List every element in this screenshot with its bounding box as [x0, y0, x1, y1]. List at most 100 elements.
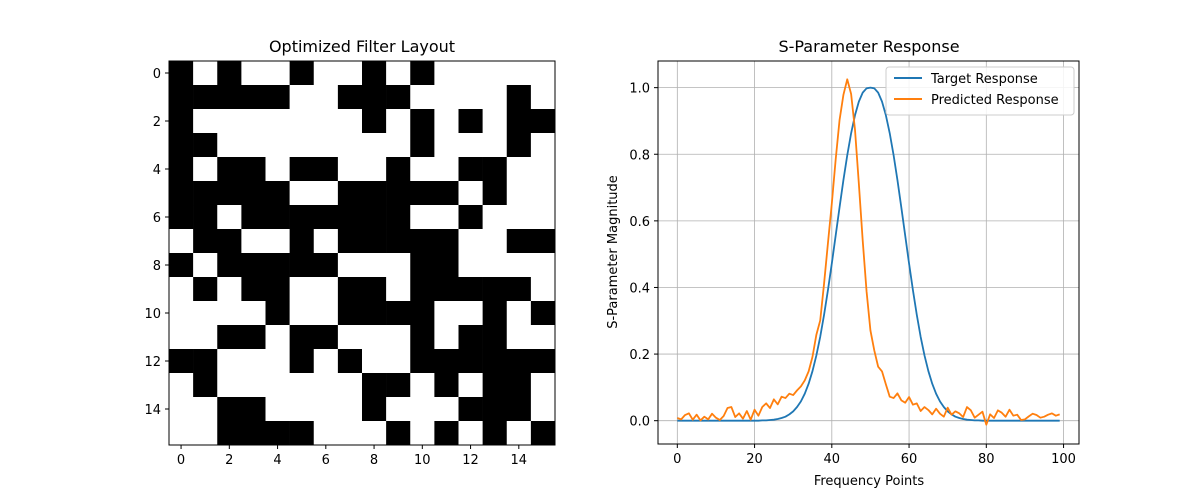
- heatmap-cell: [386, 109, 411, 134]
- heatmap-y-tick-label: 12: [144, 355, 161, 370]
- heatmap-cell: [458, 397, 483, 422]
- heatmap-cell: [265, 277, 290, 302]
- heatmap-cell: [169, 85, 194, 110]
- heatmap-cell: [434, 253, 459, 278]
- heatmap-cell: [265, 373, 290, 398]
- heatmap-cell: [193, 373, 218, 398]
- heatmap-cell: [217, 205, 242, 230]
- heatmap-cell: [217, 325, 242, 350]
- heatmap-cell: [337, 253, 363, 278]
- heatmap-cell: [217, 349, 242, 374]
- heatmap-cell: [482, 349, 508, 374]
- heatmap-cell: [337, 61, 363, 86]
- heatmap-cell: [241, 109, 266, 134]
- heatmap-cell: [410, 301, 435, 326]
- line-x-tick-label: 20: [746, 452, 763, 467]
- heatmap-cell: [217, 61, 242, 86]
- heatmap-cell: [362, 373, 387, 398]
- heatmap-cell: [506, 325, 532, 350]
- heatmap-cell: [265, 301, 290, 326]
- line-plot-frame: [657, 60, 1080, 445]
- heatmap-cell: [410, 253, 435, 278]
- heatmap-cell: [410, 157, 435, 182]
- heatmap-cell: [506, 301, 532, 326]
- heatmap-cell: [458, 373, 483, 398]
- line-y-ticks: 0.0 0.2 0.4 0.6 0.8 1.0: [629, 82, 658, 430]
- heatmap-cell: [434, 301, 459, 326]
- heatmap-cell: [217, 301, 242, 326]
- heatmap-cell: [169, 61, 194, 86]
- heatmap-cell: [362, 85, 387, 110]
- heatmap-cell: [506, 253, 532, 278]
- heatmap-cell: [506, 349, 532, 374]
- heatmap-cell: [530, 253, 556, 278]
- line-y-tick-label: 0.6: [629, 215, 650, 230]
- heatmap-cell: [241, 397, 266, 422]
- heatmap-cell: [337, 229, 363, 254]
- heatmap-cell: [530, 61, 556, 86]
- heatmap-cell: [482, 157, 508, 182]
- heatmap-cell: [193, 133, 218, 158]
- heatmap-cell: [289, 85, 315, 110]
- heatmap-cell: [530, 349, 556, 374]
- heatmap-cell: [193, 109, 218, 134]
- heatmap-cell: [217, 277, 242, 302]
- heatmap-cell: [241, 325, 266, 350]
- heatmap-cell: [482, 61, 508, 86]
- heatmap-cell: [169, 229, 194, 254]
- heatmap-cell: [193, 157, 218, 182]
- heatmap-cell: [434, 373, 459, 398]
- heatmap-cell: [410, 397, 435, 422]
- heatmap-x-tick-label: 6: [322, 453, 330, 468]
- heatmap-cell: [289, 421, 315, 446]
- heatmap-cell: [313, 205, 339, 230]
- heatmap-cell: [362, 133, 387, 158]
- heatmap-cell: [386, 85, 411, 110]
- heatmap-cell: [362, 61, 387, 86]
- line-y-tick-label: 0.2: [629, 348, 650, 363]
- heatmap-cell: [337, 421, 363, 446]
- heatmap-cell: [337, 85, 363, 110]
- heatmap-cell: [482, 373, 508, 398]
- heatmap-cell: [217, 109, 242, 134]
- heatmap-cell: [193, 181, 218, 206]
- heatmap-cell: [337, 349, 363, 374]
- heatmap-cell: [265, 397, 290, 422]
- heatmap-cell: [313, 181, 339, 206]
- heatmap-cell: [482, 205, 508, 230]
- heatmap-cell: [434, 325, 459, 350]
- heatmap-cell: [506, 229, 532, 254]
- heatmap-x-tick-label: 4: [273, 453, 281, 468]
- heatmap-cell: [289, 397, 315, 422]
- line-y-tick-label: 0.0: [629, 415, 650, 430]
- heatmap-cell: [217, 133, 242, 158]
- heatmap-cell: [217, 181, 242, 206]
- heatmap-frame: [168, 60, 556, 446]
- heatmap-cell: [217, 397, 242, 422]
- legend-box: [885, 66, 1075, 116]
- heatmap-cell: [169, 181, 194, 206]
- heatmap-cell: [169, 421, 194, 446]
- heatmap-cell: [434, 421, 459, 446]
- heatmap-cell: [362, 157, 387, 182]
- heatmap-cell: [169, 325, 194, 350]
- heatmap-cell: [265, 181, 290, 206]
- line-y-tick-label: 0.8: [629, 148, 650, 163]
- heatmap-cell: [217, 373, 242, 398]
- heatmap-cell: [506, 397, 532, 422]
- heatmap-cell: [217, 421, 242, 446]
- heatmap-cell: [458, 325, 483, 350]
- line-x-tick-label: 60: [901, 452, 918, 467]
- heatmap-cell: [362, 397, 387, 422]
- line-chart-title: S-Parameter Response: [778, 37, 959, 56]
- heatmap-cell: [265, 253, 290, 278]
- heatmap-x-tick-label: 12: [462, 453, 479, 468]
- heatmap-x-ticks: 0 2 4 6 8 10 12 14: [177, 445, 527, 468]
- heatmap-cell: [265, 85, 290, 110]
- heatmap-cell: [530, 181, 556, 206]
- heatmap-cell: [530, 325, 556, 350]
- heatmap-cell: [434, 229, 459, 254]
- heatmap-cell: [530, 277, 556, 302]
- heatmap-cell: [386, 301, 411, 326]
